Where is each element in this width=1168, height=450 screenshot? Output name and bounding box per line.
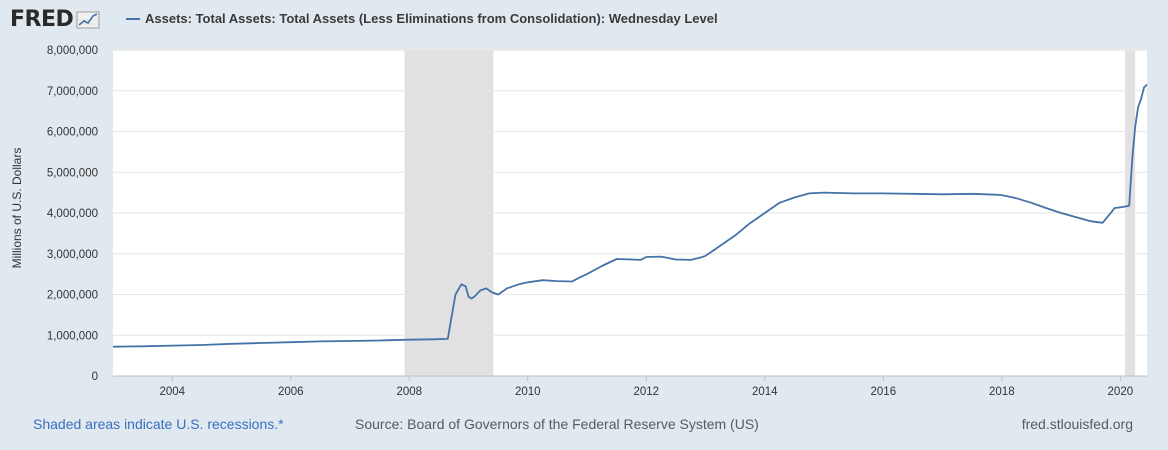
y-tick-label: 5,000,000 [47,167,98,179]
grid-lines [113,49,1147,377]
recession-note-link[interactable]: Shaded areas indicate U.S. recessions.* [33,416,284,432]
x-tick-label: 2020 [1108,386,1134,398]
y-tick-label: 7,000,000 [47,86,98,98]
y-tick-label: 1,000,000 [47,330,98,342]
x-tick-label: 2014 [752,386,778,398]
x-tick-label: 2008 [396,386,422,398]
x-tick-label: 2018 [989,386,1015,398]
x-tick-label: 2012 [633,386,659,398]
y-tick-label: 4,000,000 [47,208,98,220]
y-tick-label: 6,000,000 [47,127,98,139]
fred-logo[interactable]: FRED [10,6,100,34]
y-tick-label: 8,000,000 [47,45,98,57]
y-tick-label: 2,000,000 [47,290,98,302]
fred-logo-text: FRED [10,7,74,32]
line-graph-icon [76,11,100,29]
y-tick-label: 0 [92,371,98,383]
series-line [112,83,1148,348]
x-tick-label: 2010 [515,386,541,398]
chart-footer: Shaded areas indicate U.S. recessions.* … [0,416,1168,438]
chart-header: FRED Assets: Total Assets: Total Assets … [0,0,1168,40]
series-lines [112,83,1148,348]
y-tick-label: 3,000,000 [47,249,98,261]
y-axis-ticks: 0 1,000,000 2,000,000 3,000,000 4,000,000 5,0… [47,45,98,383]
y-axis-label: Millions of U.S. Dollars [10,148,24,269]
x-tick-label: 2006 [278,386,304,398]
x-tick-label: 2016 [871,386,897,398]
line-chart: 0 1,000,000 2,000,000 3,000,000 4,000,000 5,0… [10,45,1148,398]
source-text: Source: Board of Governors of the Federa… [355,416,759,432]
legend-label: Assets: Total Assets: Total Assets (Less… [145,11,718,26]
chart-legend: Assets: Total Assets: Total Assets (Less… [126,11,718,26]
legend-swatch [126,17,140,20]
x-tick-label: 2004 [159,386,185,398]
x-axis-ticks: 2004 2006 2008 2010 2012 2014 2016 2018 2020 [113,375,1147,398]
site-link[interactable]: fred.stlouisfed.org [1021,416,1133,432]
